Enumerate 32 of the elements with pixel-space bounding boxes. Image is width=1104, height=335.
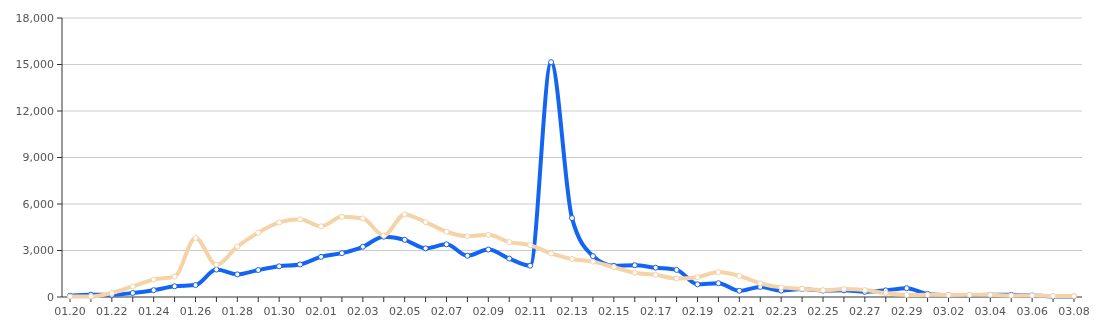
x-tick-label: 01.20	[54, 305, 86, 318]
x-tick-label: 01.24	[137, 305, 170, 318]
x-tick-label: 02.23	[765, 305, 797, 318]
y-tick-label: 9,000	[22, 151, 54, 165]
y-tick-label: 3,000	[22, 244, 54, 258]
x-tick-label: 01.22	[96, 305, 128, 318]
x-tick-label: 02.25	[807, 305, 839, 318]
x-tick-label: 02.07	[430, 305, 463, 318]
x-tick-label: 02.01	[305, 305, 337, 318]
x-tick-label: 01.26	[179, 305, 212, 318]
y-tick-label: 0	[47, 290, 54, 304]
x-tick-label: 03.06	[1016, 305, 1048, 318]
x-tick-label: 02.19	[681, 305, 714, 318]
x-tick-label: 02.17	[639, 305, 672, 318]
y-tick-label: 18,000	[15, 11, 54, 25]
x-tick-label: 03.08	[1058, 305, 1090, 318]
x-tick-label: 01.28	[221, 305, 254, 318]
y-tick-label: 6,000	[22, 197, 54, 211]
x-tick-label: 02.13	[556, 305, 588, 318]
x-tick-label: 02.15	[598, 305, 630, 318]
x-tick-label: 02.11	[514, 305, 546, 318]
x-tick-label: 02.05	[388, 305, 421, 318]
x-tick-label: 03.02	[932, 305, 965, 318]
x-tick-label: 03.04	[974, 305, 1007, 318]
x-tick-label: 02.09	[472, 305, 505, 318]
x-tick-label: 02.21	[723, 305, 756, 318]
x-tick-label: 02.29	[890, 305, 923, 318]
y-tick-label: 12,000	[15, 104, 54, 118]
y-tick-label: 15,000	[15, 58, 54, 72]
x-tick-label: 01.30	[263, 305, 295, 318]
x-tick-label: 02.27	[849, 305, 881, 318]
x-tick-label: 02.03	[347, 305, 379, 318]
